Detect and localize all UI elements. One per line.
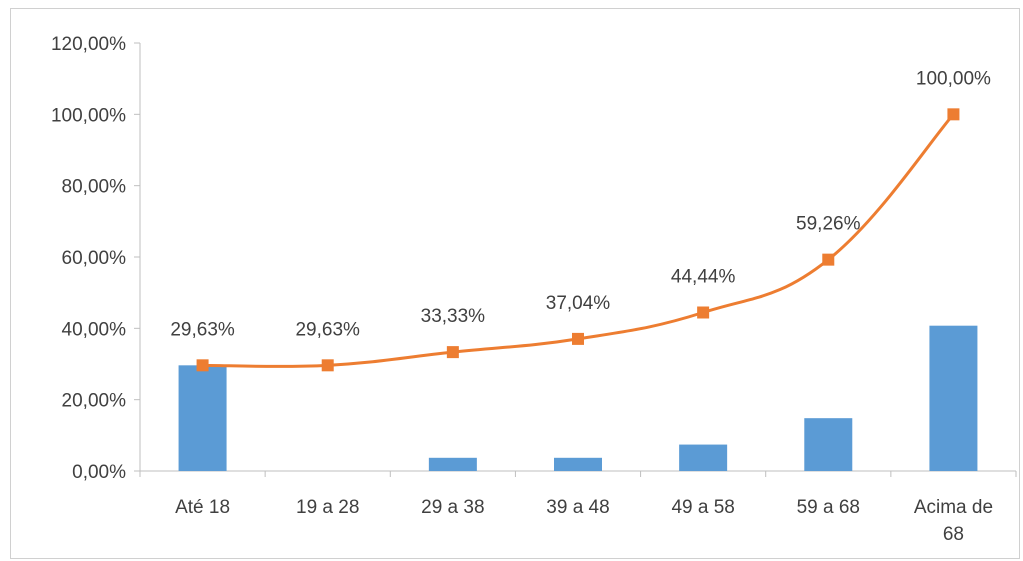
line-marker: [947, 108, 960, 121]
line-marker: [446, 346, 459, 359]
data-label: 29,63%: [170, 319, 235, 340]
x-tick-label: 49 a 58: [671, 497, 734, 518]
bar: [804, 418, 853, 471]
y-tick-label: 60,00%: [62, 248, 127, 269]
y-tick-label: 20,00%: [62, 391, 127, 412]
x-tick-label: 59 a 68: [797, 497, 860, 518]
data-label: 37,04%: [546, 293, 611, 314]
line-marker: [321, 359, 334, 372]
y-tick-label: 0,00%: [72, 462, 126, 483]
data-label: 44,44%: [671, 266, 736, 287]
bar: [554, 457, 602, 471]
data-label: 33,33%: [421, 306, 486, 327]
data-label: 100,00%: [916, 68, 991, 89]
x-tick-label: 39 a 48: [546, 497, 609, 518]
bar: [929, 325, 978, 471]
y-tick-label: 120,00%: [51, 34, 126, 55]
x-tick-label: Até 18: [175, 497, 230, 518]
data-label: 59,26%: [796, 214, 861, 235]
bar: [428, 457, 477, 471]
y-tick-label: 40,00%: [62, 319, 127, 340]
bar: [679, 444, 728, 471]
x-tick-label: Acima de 68: [914, 497, 993, 545]
y-tick-label: 80,00%: [62, 177, 127, 198]
line-marker: [572, 332, 584, 345]
line-marker: [196, 359, 209, 372]
x-tick-label: 19 a 28: [296, 497, 359, 518]
line-marker: [697, 306, 710, 319]
data-label: 29,63%: [295, 319, 360, 340]
bar: [178, 365, 227, 471]
y-tick-label: 100,00%: [51, 105, 126, 126]
line-marker: [822, 253, 835, 266]
x-tick-label: 29 a 38: [421, 497, 484, 518]
